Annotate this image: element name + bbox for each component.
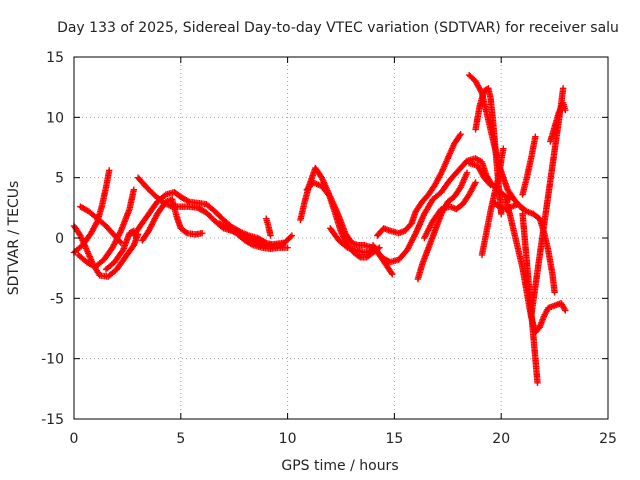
series-s9 [216,220,291,253]
x-tick-label: 10 [279,431,297,447]
data-point [486,180,493,187]
series-s10 [263,215,274,239]
data-point [463,169,471,177]
data-point [498,210,505,218]
data-point [559,85,567,92]
series-s25 [519,133,539,198]
y-tick-label: -5 [50,291,64,307]
data-point [518,204,525,212]
data-point [388,269,395,277]
series-s27 [465,159,494,189]
series-s20 [478,145,507,259]
series-s26 [547,99,569,145]
data-point [457,131,464,138]
data-point [106,167,113,174]
y-tick-label: -15 [41,412,64,428]
series-s17 [421,179,479,242]
data-point [267,232,274,239]
x-axis-ticks: 0 5 10 15 20 25 [70,57,617,447]
y-axis-ticks: 15 10 5 0 -5 -10 -15 [41,50,608,428]
data-point [248,241,256,248]
x-tick-label: 25 [599,431,617,447]
series-s4 [75,186,138,271]
data-point [551,289,558,296]
data-point [184,197,192,205]
data-point [500,145,507,152]
data-point [389,271,396,278]
data-point [562,307,569,314]
series-s13 [327,225,377,256]
y-tick-label: 5 [55,171,64,187]
series-s24 [527,85,567,320]
y-tick-label: -10 [41,352,64,368]
data-point [287,233,294,240]
data-point [288,232,296,239]
y-axis-label: SDTVAR / TECUs [6,181,22,296]
y-tick-label: 15 [46,50,64,66]
data-point [456,132,463,139]
data-point [487,181,494,189]
series-s3 [70,222,142,280]
series-s7 [130,188,296,249]
series-s19 [472,85,505,218]
y-tick-label: 0 [55,231,64,247]
series-s1 [70,167,113,256]
x-axis-label: GPS time / hours [281,458,398,474]
data-point [284,244,291,251]
data-point [532,133,539,140]
data-point [130,186,138,193]
chart-title: Day 133 of 2025, Sidereal Day-to-day VTE… [57,20,619,36]
x-tick-label: 15 [385,431,403,447]
data-point [182,229,190,236]
x-tick-label: 20 [492,431,510,447]
data-point [261,238,269,246]
x-tick-label: 0 [70,431,79,447]
x-tick-label: 5 [176,431,185,447]
y-tick-label: 10 [46,110,64,126]
data-point [472,179,479,186]
data-point [534,379,541,386]
series-s14 [374,131,464,239]
data-point [198,229,206,237]
series-s8 [139,196,206,244]
data-point [562,106,569,114]
data-points [70,71,569,386]
